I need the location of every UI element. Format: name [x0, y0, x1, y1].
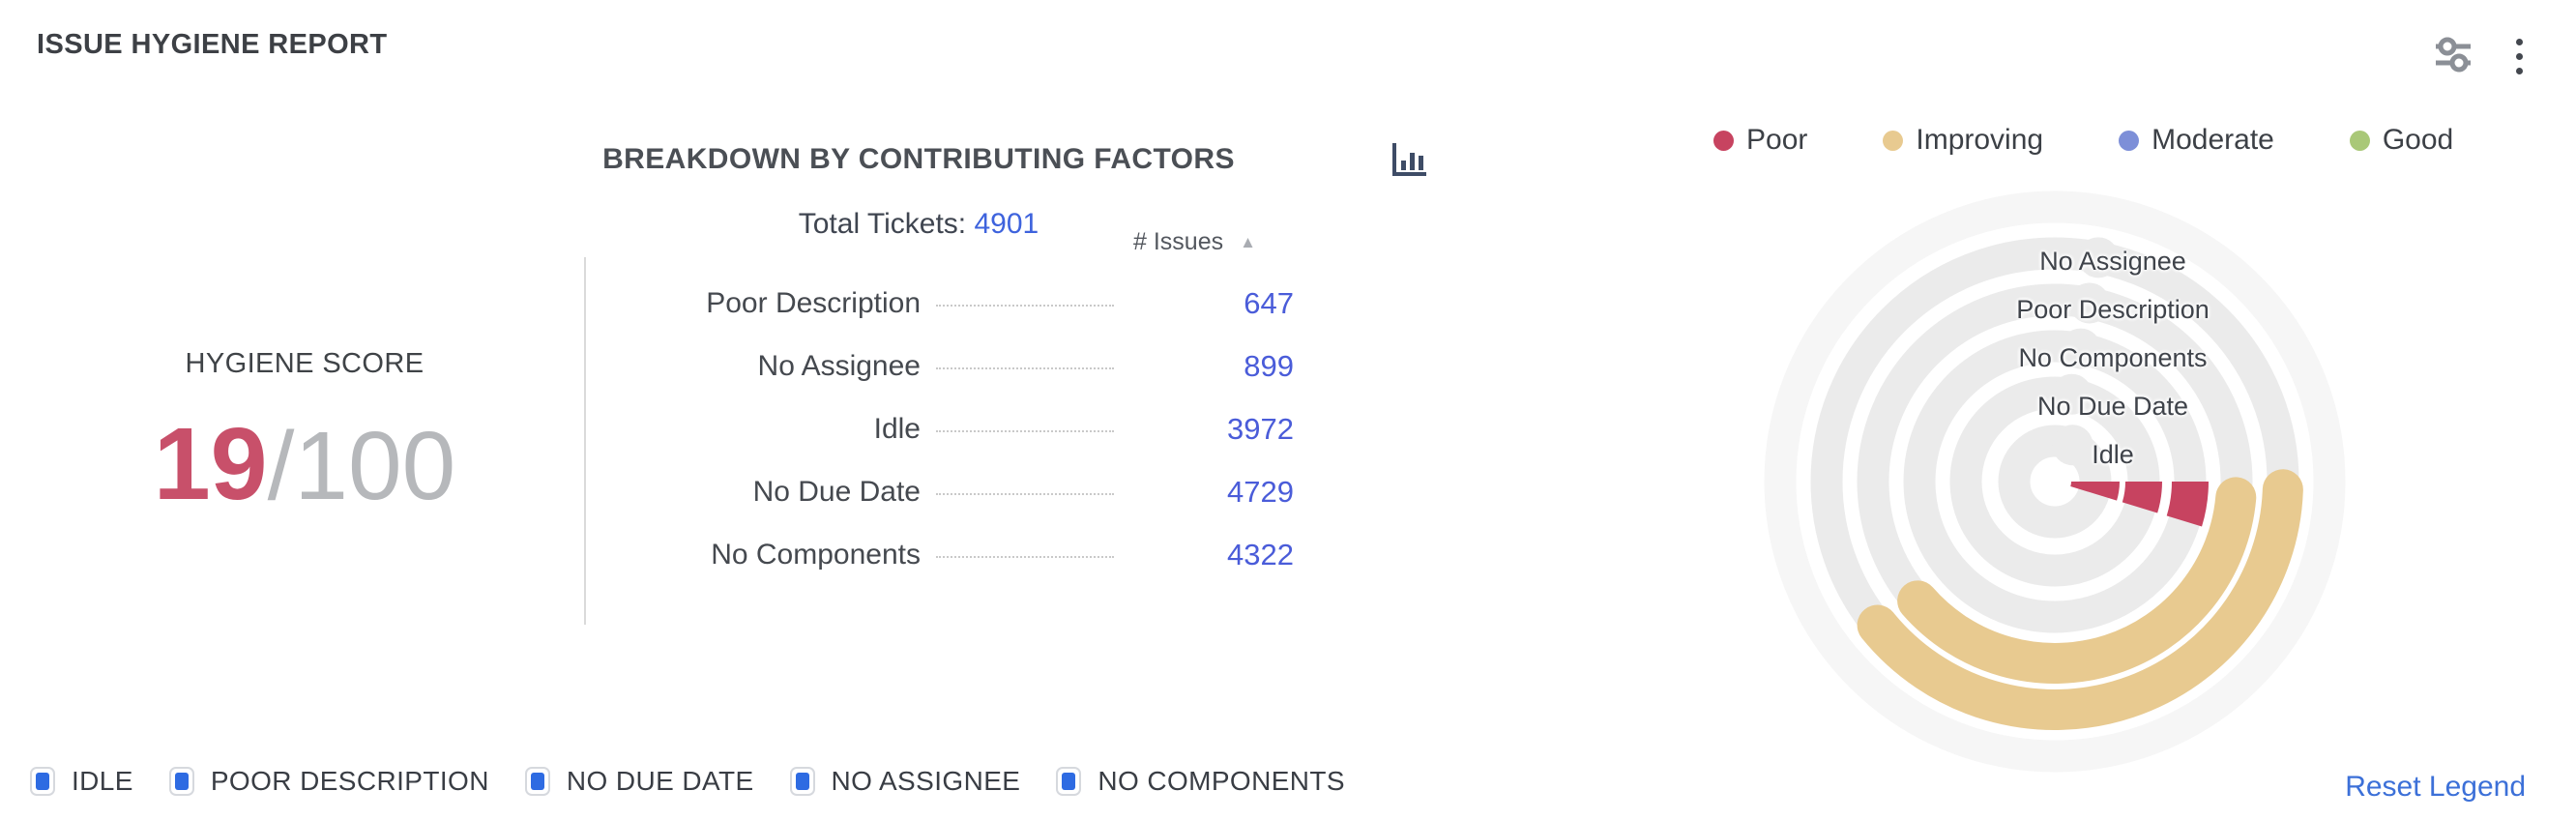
status-legend-item-good[interactable]: Good: [2349, 124, 2454, 157]
hygiene-score-value: 19 /100: [44, 407, 566, 521]
factor-label: Poor Description: [706, 286, 921, 319]
dotted-leader: [936, 366, 1114, 369]
breakdown-heading: BREAKDOWN BY CONTRIBUTING FACTORS: [602, 143, 1235, 175]
widget-title: ISSUE HYGIENE REPORT: [37, 29, 388, 60]
legend-item-poor-description[interactable]: POOR DESCRIPTION: [168, 766, 489, 797]
total-tickets: Total Tickets: 4901: [503, 208, 1334, 241]
issues-column-label: # Issues: [1133, 228, 1224, 255]
factor-label: No Due Date: [752, 475, 921, 508]
dotted-leader: [936, 304, 1114, 307]
vertical-divider: [584, 257, 586, 625]
checkbox-checked-icon[interactable]: [789, 767, 815, 796]
dotted-leader: [936, 429, 1114, 432]
kebab-menu-icon[interactable]: [2503, 31, 2535, 81]
checkbox-checked-icon[interactable]: [30, 767, 55, 796]
score-max: /100: [267, 412, 456, 520]
table-row: No Assignee 899: [619, 335, 1294, 397]
factor-label: No Components: [711, 538, 921, 571]
factor-value[interactable]: 647: [1244, 285, 1294, 320]
filter-sliders-icon[interactable]: [2429, 33, 2477, 77]
legend-item-idle[interactable]: IDLE: [30, 766, 133, 797]
sliders-icon: [2436, 37, 2471, 73]
legend-label: NO COMPONENTS: [1098, 766, 1345, 796]
legend-item-no-due-date[interactable]: NO DUE DATE: [524, 766, 754, 797]
total-tickets-value[interactable]: 4901: [974, 208, 1039, 240]
table-row: Poor Description 647: [619, 272, 1294, 335]
factor-value[interactable]: 4322: [1227, 537, 1294, 571]
bar-chart-icon: [1390, 139, 1430, 182]
ring-label-no-components: No Components: [2018, 343, 2208, 372]
factor-value[interactable]: 899: [1244, 348, 1294, 383]
status-label: Moderate: [2152, 124, 2274, 156]
table-row: No Components 4322: [619, 523, 1294, 586]
legend-item-no-assignee[interactable]: NO ASSIGNEE: [789, 766, 1021, 797]
improving-dot-icon: [1883, 130, 1904, 151]
checkbox-checked-icon[interactable]: [524, 767, 550, 796]
factor-label: Idle: [873, 412, 921, 445]
table-row: No Due Date 4729: [619, 460, 1294, 523]
poor-dot-icon: [1713, 130, 1734, 151]
dotted-leader: [936, 555, 1114, 558]
legend-label: IDLE: [72, 766, 133, 796]
legend-label: POOR DESCRIPTION: [210, 766, 489, 796]
factor-value[interactable]: 4729: [1227, 474, 1294, 509]
status-label: Poor: [1746, 124, 1808, 156]
factor-value[interactable]: 3972: [1227, 411, 1294, 446]
radial-chart-svg: [1764, 190, 2346, 773]
factor-table: Poor Description 647 No Assignee 899 Idl…: [619, 272, 1294, 586]
legend-label: NO DUE DATE: [566, 766, 754, 796]
issues-column-sort-header[interactable]: # Issues ▲: [1133, 228, 1256, 256]
ring-label-no-due-date: No Due Date: [2036, 392, 2189, 421]
status-legend: Poor Improving Moderate Good: [1713, 124, 2453, 157]
factor-label: No Assignee: [757, 349, 921, 382]
good-dot-icon: [2349, 130, 2370, 151]
moderate-dot-icon: [2119, 130, 2140, 151]
dotted-leader: [936, 492, 1114, 495]
bottom-legend: IDLE POOR DESCRIPTION NO DUE DATE NO ASS…: [30, 766, 1345, 797]
table-row: Idle 3972: [619, 397, 1294, 460]
sort-ascending-icon: ▲: [1240, 233, 1256, 251]
checkbox-checked-icon[interactable]: [1056, 767, 1082, 796]
legend-item-no-components[interactable]: NO COMPONENTS: [1056, 766, 1345, 797]
ring-label-idle: Idle: [2092, 440, 2134, 469]
radial-hygiene-chart: No Assignee Poor Description No Componen…: [1745, 172, 2364, 791]
status-legend-item-poor[interactable]: Poor: [1713, 124, 1807, 157]
hygiene-score-label: HYGIENE SCORE: [185, 348, 424, 379]
score-number: 19: [153, 407, 268, 521]
total-tickets-label: Total Tickets:: [798, 208, 967, 240]
ring-label-poor-description: Poor Description: [2016, 295, 2210, 324]
reset-legend-link[interactable]: Reset Legend: [2345, 771, 2526, 803]
status-label: Improving: [1916, 124, 2044, 156]
ring-label-no-assignee: No Assignee: [2039, 247, 2186, 276]
status-legend-item-moderate[interactable]: Moderate: [2119, 124, 2274, 157]
status-label: Good: [2382, 124, 2454, 156]
status-legend-item-improving[interactable]: Improving: [1883, 124, 2043, 157]
legend-label: NO ASSIGNEE: [831, 766, 1021, 796]
checkbox-checked-icon[interactable]: [168, 767, 194, 796]
